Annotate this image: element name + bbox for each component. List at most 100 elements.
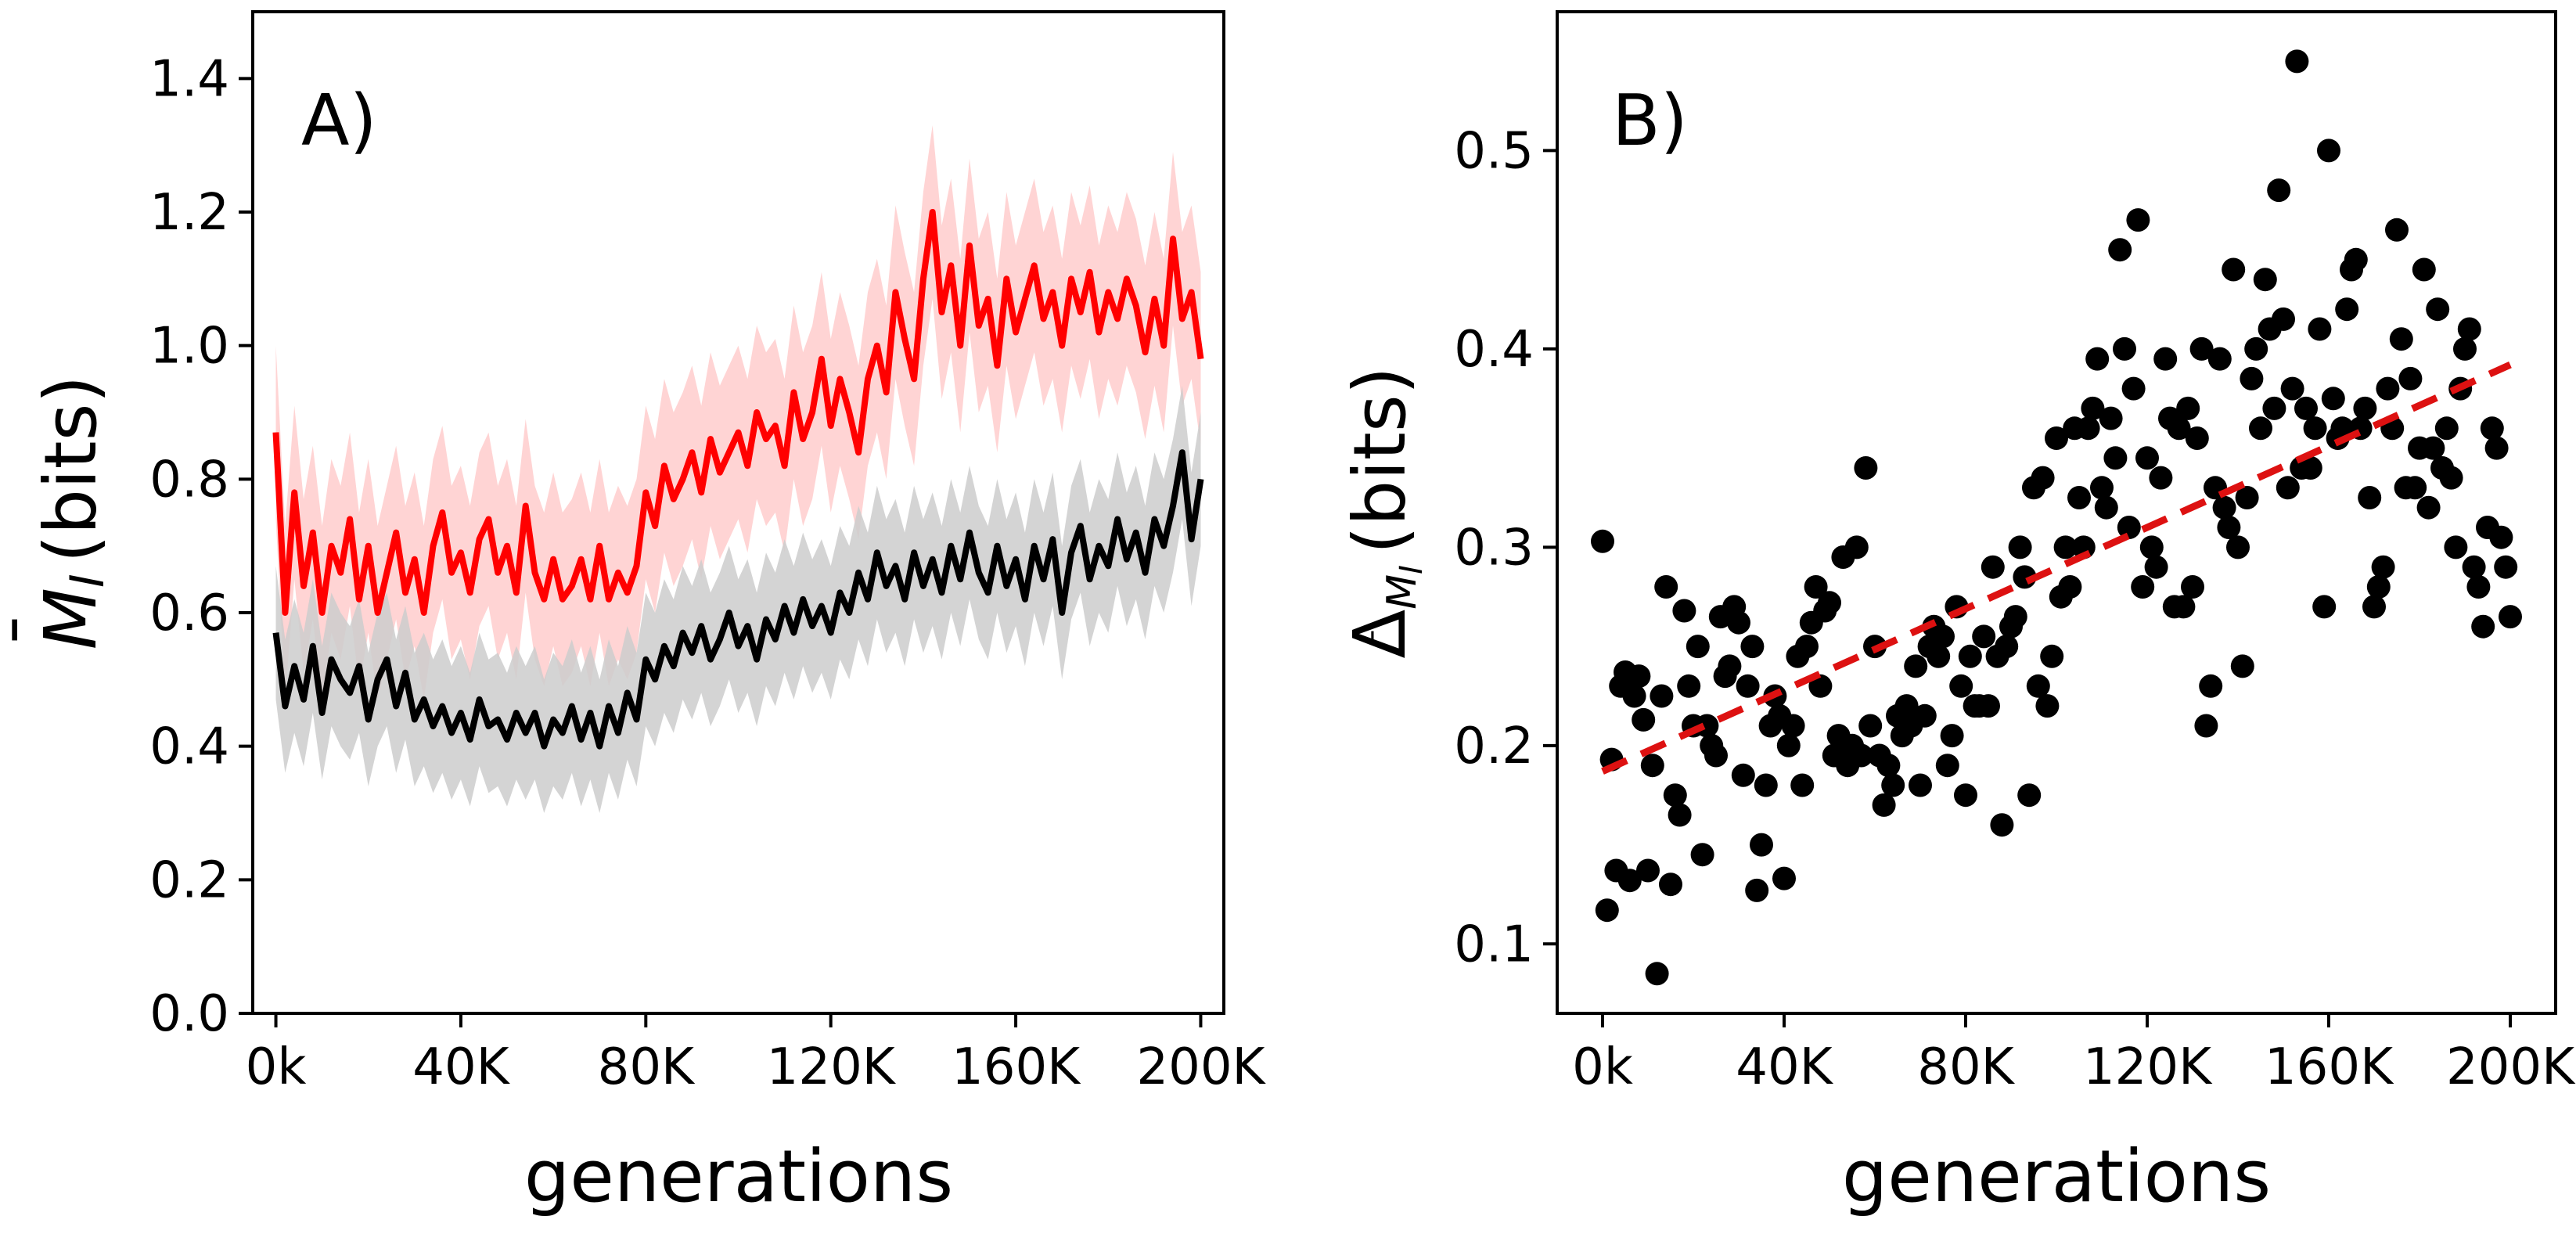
panel-a-y-tick-label: 0.2 bbox=[149, 851, 229, 909]
panel-b-scatter-point bbox=[2144, 555, 2168, 579]
panel-b-scatter-point bbox=[2149, 466, 2173, 490]
panel-b-scatter-point bbox=[2276, 476, 2300, 500]
panel-b-scatter-point bbox=[1622, 684, 1646, 708]
panel-a-y-tick-label: 1.0 bbox=[149, 318, 229, 376]
panel-b-axes-frame bbox=[1556, 10, 2557, 1015]
panel-b-scatter-point bbox=[1677, 674, 1701, 698]
panel-b-scatter-point bbox=[2303, 416, 2327, 441]
panel-b-scatter-point bbox=[1854, 456, 1878, 480]
panel-b-scatter-point bbox=[2262, 396, 2286, 420]
panel-b-scatter-point bbox=[2466, 575, 2491, 599]
panel-a-y-tick-label: 0.0 bbox=[149, 985, 229, 1043]
panel-b-scatter-point bbox=[2489, 525, 2513, 549]
panel-b-scatter-point bbox=[2212, 495, 2236, 520]
panel-b-scatter-point bbox=[1740, 635, 1765, 659]
panel-b-y-tick-label: 0.1 bbox=[1454, 916, 1534, 973]
panel-b-scatter-point bbox=[2366, 575, 2391, 599]
panel-b-scatter-point bbox=[2249, 416, 2272, 441]
panel-b-scatter-point bbox=[2008, 535, 2032, 559]
panel-b-scatter-point bbox=[2017, 783, 2042, 808]
panel-b-scatter-point bbox=[2285, 49, 2309, 74]
panel-b-scatter-point bbox=[2230, 654, 2254, 678]
panel-b-y-tick-label: 0.5 bbox=[1454, 122, 1534, 180]
panel-b-scatter-point bbox=[2153, 347, 2178, 371]
panel-b-scatter-point bbox=[2267, 178, 2291, 203]
panel-b-ylabel-sub-sub: I bbox=[1394, 565, 1430, 574]
panel-b-scatter-point bbox=[2371, 555, 2395, 579]
panel-b-scatter-point bbox=[1904, 654, 1928, 678]
panel-b-scatter-point bbox=[1672, 599, 1696, 623]
panel-b-scatter-point bbox=[1718, 654, 1742, 678]
panel-b-scatter-point bbox=[2358, 486, 2382, 509]
panel-b-scatter-point bbox=[2094, 495, 2118, 520]
panel-a-axes-frame bbox=[251, 10, 1225, 1015]
panel-b-scatter-point bbox=[1849, 743, 1873, 768]
panel-b-scatter-point bbox=[1972, 624, 1996, 649]
panel-b-scatter-point bbox=[2217, 516, 2241, 539]
panel-b-scatter-point bbox=[2499, 605, 2522, 629]
panel-b-scatter-point bbox=[1995, 635, 2019, 659]
panel-a-y-tick-label: 0.4 bbox=[149, 718, 229, 776]
panel-b-scatter-point bbox=[1772, 866, 1796, 890]
panel-b-ticks: 0k 40K 80K 120K 160K 200K 0.1 0.2 0.3 0.4 0.5 bbox=[1454, 122, 2576, 1096]
panel-b-scatter-point bbox=[2135, 446, 2159, 470]
panel-b-scatter-point bbox=[1659, 872, 1682, 897]
panel-b-y-tick-label: 0.4 bbox=[1454, 321, 1534, 379]
panel-b-scatter-point bbox=[2099, 406, 2123, 430]
panel-a-ylabel-bar: ¯ bbox=[0, 612, 83, 648]
panel-b-scatter-point bbox=[2308, 317, 2332, 341]
panel-b-scatter-point bbox=[2484, 436, 2509, 460]
panel-b-ylabel-main: Δ bbox=[1338, 610, 1422, 659]
panel-b-ylabel-units: (bits) bbox=[1338, 366, 1422, 554]
panel-b-scatter-point bbox=[1627, 664, 1651, 689]
panel-b-scatter-point bbox=[2376, 376, 2400, 401]
panel-b-scatter-point bbox=[1727, 610, 1750, 635]
panel-b-scatter-point bbox=[1745, 878, 1769, 902]
panel-b-scatter-point bbox=[2185, 426, 2209, 450]
panel-b-x-axis-title: generations bbox=[1842, 1135, 2271, 1218]
panel-a-y-tick-label: 0.6 bbox=[149, 585, 229, 642]
panel-b-scatter-point bbox=[2462, 555, 2486, 579]
panel-b-scatter-point bbox=[1750, 833, 1773, 857]
panel-b-scatter-point bbox=[1731, 763, 1755, 787]
panel-a-x-tick-label: 160K bbox=[952, 1038, 1081, 1096]
panel-b-scatter-point bbox=[1876, 754, 1901, 778]
panel-b-scatter-point bbox=[1931, 624, 1955, 649]
panel-a-y-tick-label: 1.4 bbox=[149, 50, 229, 108]
panel-b-scatter-point bbox=[2031, 466, 2055, 490]
panel-b-scatter-point bbox=[1981, 555, 2005, 579]
panel-b-scatter-point bbox=[1935, 754, 1959, 778]
panel-b-scatter-point bbox=[2053, 535, 2078, 559]
panel-b-scatter-point bbox=[2003, 605, 2027, 629]
panel-b-scatter-point bbox=[1640, 754, 1664, 778]
panel-b-scatter-point bbox=[2457, 317, 2481, 341]
panel-b-scatter-point bbox=[2434, 416, 2459, 441]
panel-b-scatter-point bbox=[2040, 644, 2064, 668]
panel-b-scatter-point bbox=[1654, 575, 1678, 599]
panel-b-scatter-point bbox=[2294, 396, 2318, 420]
panel-b-scatter-point bbox=[2298, 456, 2322, 480]
panel-b-scatter-point bbox=[1909, 773, 1932, 797]
panel-b-scatter-point bbox=[2189, 336, 2214, 361]
panel-b-scatter-point bbox=[2171, 595, 2196, 619]
panel-b-scatter-point bbox=[2494, 555, 2518, 579]
panel-a: 0k 40K 80K 120K 160K 200K 0.0 0.2 0.4 0.6 0.8 1.0 1.… bbox=[0, 10, 1267, 1218]
panel-b-scatter-point bbox=[1927, 644, 1951, 668]
panel-b-y-tick-label: 0.3 bbox=[1454, 519, 1534, 577]
panel-a-ylabel-sub: I bbox=[60, 574, 115, 588]
panel-b-scatter-point bbox=[2244, 336, 2268, 361]
panel-b-scatter-point bbox=[1645, 962, 1669, 986]
panel-b-scatter-point bbox=[1617, 869, 1642, 893]
panel-b-scatter-point bbox=[2222, 257, 2246, 282]
panel-b-scatter-point bbox=[2335, 297, 2359, 322]
panel-b-scatter-point bbox=[1844, 535, 1869, 559]
panel-b-scatter-point bbox=[2412, 257, 2436, 282]
panel-b-scatter-point bbox=[1795, 635, 1819, 659]
panel-b-scatter-point bbox=[2398, 366, 2423, 390]
panel-b-scatter-point bbox=[2403, 476, 2427, 500]
panel-b-scatter-point bbox=[1668, 803, 1692, 827]
panel-a-band-black bbox=[275, 385, 1201, 813]
panel-a-line-red bbox=[272, 209, 1204, 616]
panel-b-fit-line bbox=[1601, 362, 2512, 775]
panel-b-scatter-point bbox=[2085, 347, 2110, 371]
